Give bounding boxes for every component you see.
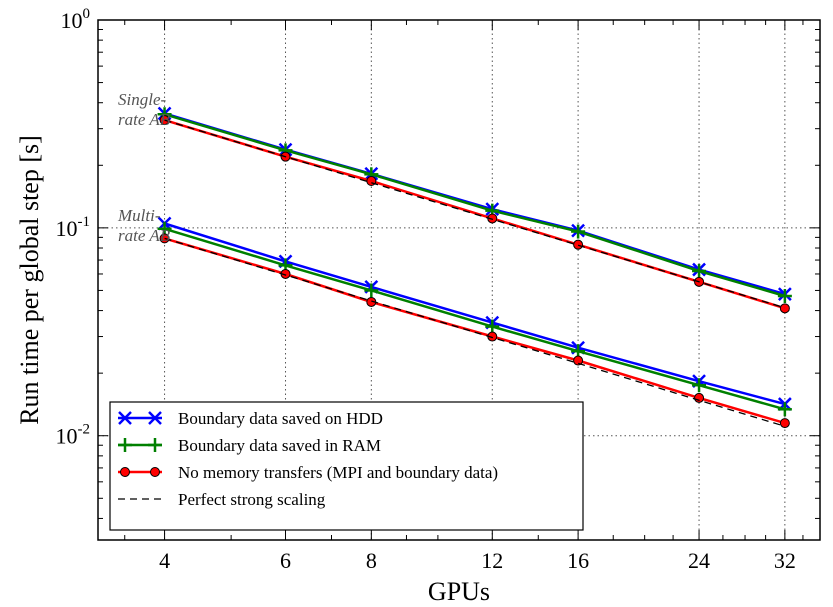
series-layer (157, 106, 792, 429)
series-2-multi_rate (159, 233, 790, 429)
legend-label: Boundary data saved on HDD (178, 409, 383, 428)
legend-item: Boundary data saved on HDD (118, 409, 383, 428)
series-line (164, 227, 786, 411)
legend-marker (120, 467, 130, 477)
legend-item: Perfect strong scaling (118, 490, 326, 509)
annotation: Single-rate AB (118, 90, 171, 129)
series-1-single_rate (157, 107, 792, 304)
x-tick-label: 4 (159, 548, 170, 573)
legend-marker (118, 411, 132, 425)
x-tick-label: 12 (481, 548, 503, 573)
x-tick-label: 24 (688, 548, 710, 573)
plot-frame (97, 19, 821, 541)
series-line (164, 119, 786, 309)
legend-label: No memory transfers (MPI and boundary da… (178, 463, 498, 482)
x-tick-label: 8 (366, 548, 377, 573)
legend-marker (148, 411, 162, 425)
data-point (779, 303, 790, 314)
series-line (164, 113, 786, 298)
legend-label: Perfect strong scaling (178, 490, 326, 509)
y-tick-label: 100 (61, 6, 91, 33)
data-point (159, 115, 170, 126)
x-tick-label: 32 (774, 548, 796, 573)
x-tick-label: 16 (567, 548, 589, 573)
legend-label: Boundary data saved in RAM (178, 436, 381, 455)
data-point (694, 392, 705, 403)
series-line (164, 222, 786, 406)
y-tick-label: 10-2 (56, 422, 91, 449)
annotation: Multi-rate AB (117, 206, 171, 245)
series-0-multi_rate (157, 216, 792, 411)
y-axis-label: Run time per global step [s] (15, 135, 44, 425)
data-point (779, 418, 790, 429)
legend[interactable]: Boundary data saved on HDD Boundary data … (109, 401, 584, 531)
x-tick-label: 6 (280, 548, 291, 573)
x-axis-label: GPUs (428, 577, 490, 606)
data-point (573, 355, 584, 366)
legend-marker (150, 467, 160, 477)
annotations: Single-rate AB Multi-rate AB (117, 90, 171, 245)
series-3-single_rate (164, 119, 786, 309)
series-3-multi_rate (164, 237, 786, 427)
data-point (573, 239, 584, 250)
data-point (159, 233, 170, 244)
legend-item: Boundary data saved in RAM (118, 436, 381, 455)
series-line (164, 237, 786, 427)
legend-item: No memory transfers (MPI and boundary da… (118, 463, 498, 482)
axes: 4 6 8 12 16 24 32 100 10-1 10-2 (56, 6, 820, 573)
legend-box (109, 401, 584, 531)
y-tick-label: 10-1 (56, 214, 91, 241)
